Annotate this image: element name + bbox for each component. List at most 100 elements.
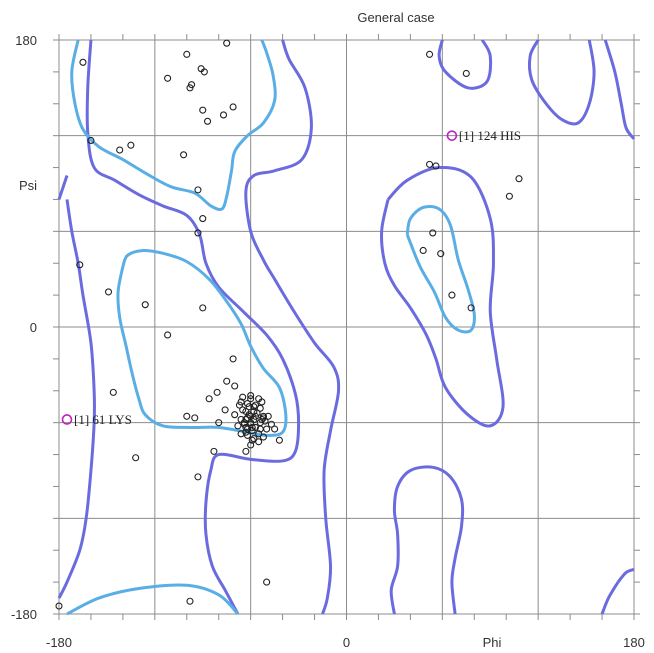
residue-point — [271, 425, 279, 433]
residue-point — [76, 261, 84, 269]
allowed-region-contour — [244, 39, 341, 615]
residue-point — [205, 395, 213, 403]
residue-point — [223, 39, 231, 47]
residue-point — [199, 304, 207, 312]
residue-point — [242, 447, 250, 455]
residue-point — [215, 419, 223, 427]
residue-point — [210, 447, 218, 455]
residue-point — [235, 401, 244, 409]
residue-point — [180, 151, 188, 159]
residue-point — [87, 136, 95, 144]
residue-point — [437, 250, 445, 258]
chart-title: General case — [357, 10, 434, 25]
favoured-region-contour — [66, 583, 239, 616]
residue-point — [221, 406, 229, 414]
residue-point — [250, 415, 258, 424]
residue-point — [275, 436, 283, 444]
outlier-point — [61, 414, 73, 425]
minor-ticks — [53, 34, 640, 620]
y-tick-labels: 180 0 -180 — [11, 33, 37, 622]
residue-point — [259, 412, 267, 420]
residue-point — [199, 215, 207, 223]
residue-point — [448, 291, 456, 299]
favoured-region-contour — [116, 248, 288, 437]
residue-point — [199, 106, 207, 114]
residue-point — [263, 578, 271, 586]
residue-point — [242, 415, 250, 424]
residue-point — [253, 409, 261, 417]
outlier-label: [1] 124 HIS — [459, 128, 521, 143]
outlier-label: [1] 61 LYS — [74, 412, 132, 427]
allowed-region-contour — [528, 39, 596, 126]
allowed-region-contour — [380, 165, 505, 428]
residue-point — [248, 436, 256, 444]
residue-point — [191, 414, 199, 422]
allowed-region-contour — [600, 581, 620, 615]
grid-lines — [58, 39, 635, 615]
outlier-points: [1] 61 LYS [1] 124 HIS — [61, 128, 521, 427]
allowed-region-contour — [389, 465, 465, 615]
residue-point — [229, 103, 237, 111]
allowed-region-contour — [616, 567, 635, 584]
residue-point — [505, 192, 513, 200]
residue-point — [429, 229, 437, 237]
residue-point — [256, 404, 264, 412]
residue-point — [240, 420, 248, 428]
residue-point — [250, 435, 258, 443]
residue-point — [261, 417, 269, 425]
residue-point — [203, 117, 212, 125]
residue-point — [250, 403, 258, 411]
data-points — [55, 39, 523, 610]
residue-point — [132, 454, 140, 462]
residue-point — [467, 304, 475, 312]
residue-point — [55, 602, 63, 610]
outlier-point — [446, 130, 458, 141]
allowed-region-contour — [437, 39, 493, 90]
residue-point — [127, 141, 135, 149]
residue-point — [264, 412, 272, 420]
residue-point — [462, 69, 470, 78]
x-axis-label: Phi — [483, 635, 502, 650]
residue-point — [231, 411, 239, 419]
residue-point — [104, 288, 113, 296]
residue-point — [141, 301, 149, 309]
allowed-region-contour — [85, 39, 301, 615]
residue-point — [194, 229, 202, 237]
residue-point — [515, 175, 523, 183]
residue-point — [242, 407, 250, 416]
allowed-region-contour — [57, 175, 69, 200]
residue-point — [237, 430, 245, 438]
x-tick-label: -180 — [46, 635, 72, 650]
favoured-region-contour — [70, 39, 277, 212]
residue-point — [251, 423, 260, 432]
residue-point — [432, 162, 440, 170]
residue-point — [194, 473, 202, 481]
residue-point — [188, 81, 196, 89]
residue-point — [234, 422, 242, 430]
residue-point — [419, 246, 427, 255]
y-tick-label: 180 — [15, 33, 37, 48]
residue-point — [247, 395, 255, 403]
residue-point — [79, 58, 87, 66]
residue-point — [243, 425, 252, 433]
residue-point — [223, 377, 231, 385]
x-tick-label: 0 — [343, 635, 350, 650]
x-tick-labels: -180 0 180 — [46, 635, 645, 650]
favoured-region-contour — [405, 204, 476, 334]
residue-point — [263, 425, 271, 433]
residue-point — [256, 419, 264, 427]
residue-point — [183, 412, 191, 420]
residue-point — [164, 331, 172, 339]
residue-point — [247, 441, 255, 449]
residue-point — [197, 65, 205, 73]
residue-point — [247, 392, 255, 400]
x-tick-label: 180 — [623, 635, 645, 650]
y-axis-label: Psi — [19, 178, 37, 193]
residue-point — [229, 355, 237, 363]
contour-lines — [57, 39, 636, 616]
residue-point — [116, 146, 124, 154]
residue-point — [164, 74, 172, 82]
residue-point — [426, 160, 434, 168]
residue-point — [186, 597, 194, 605]
